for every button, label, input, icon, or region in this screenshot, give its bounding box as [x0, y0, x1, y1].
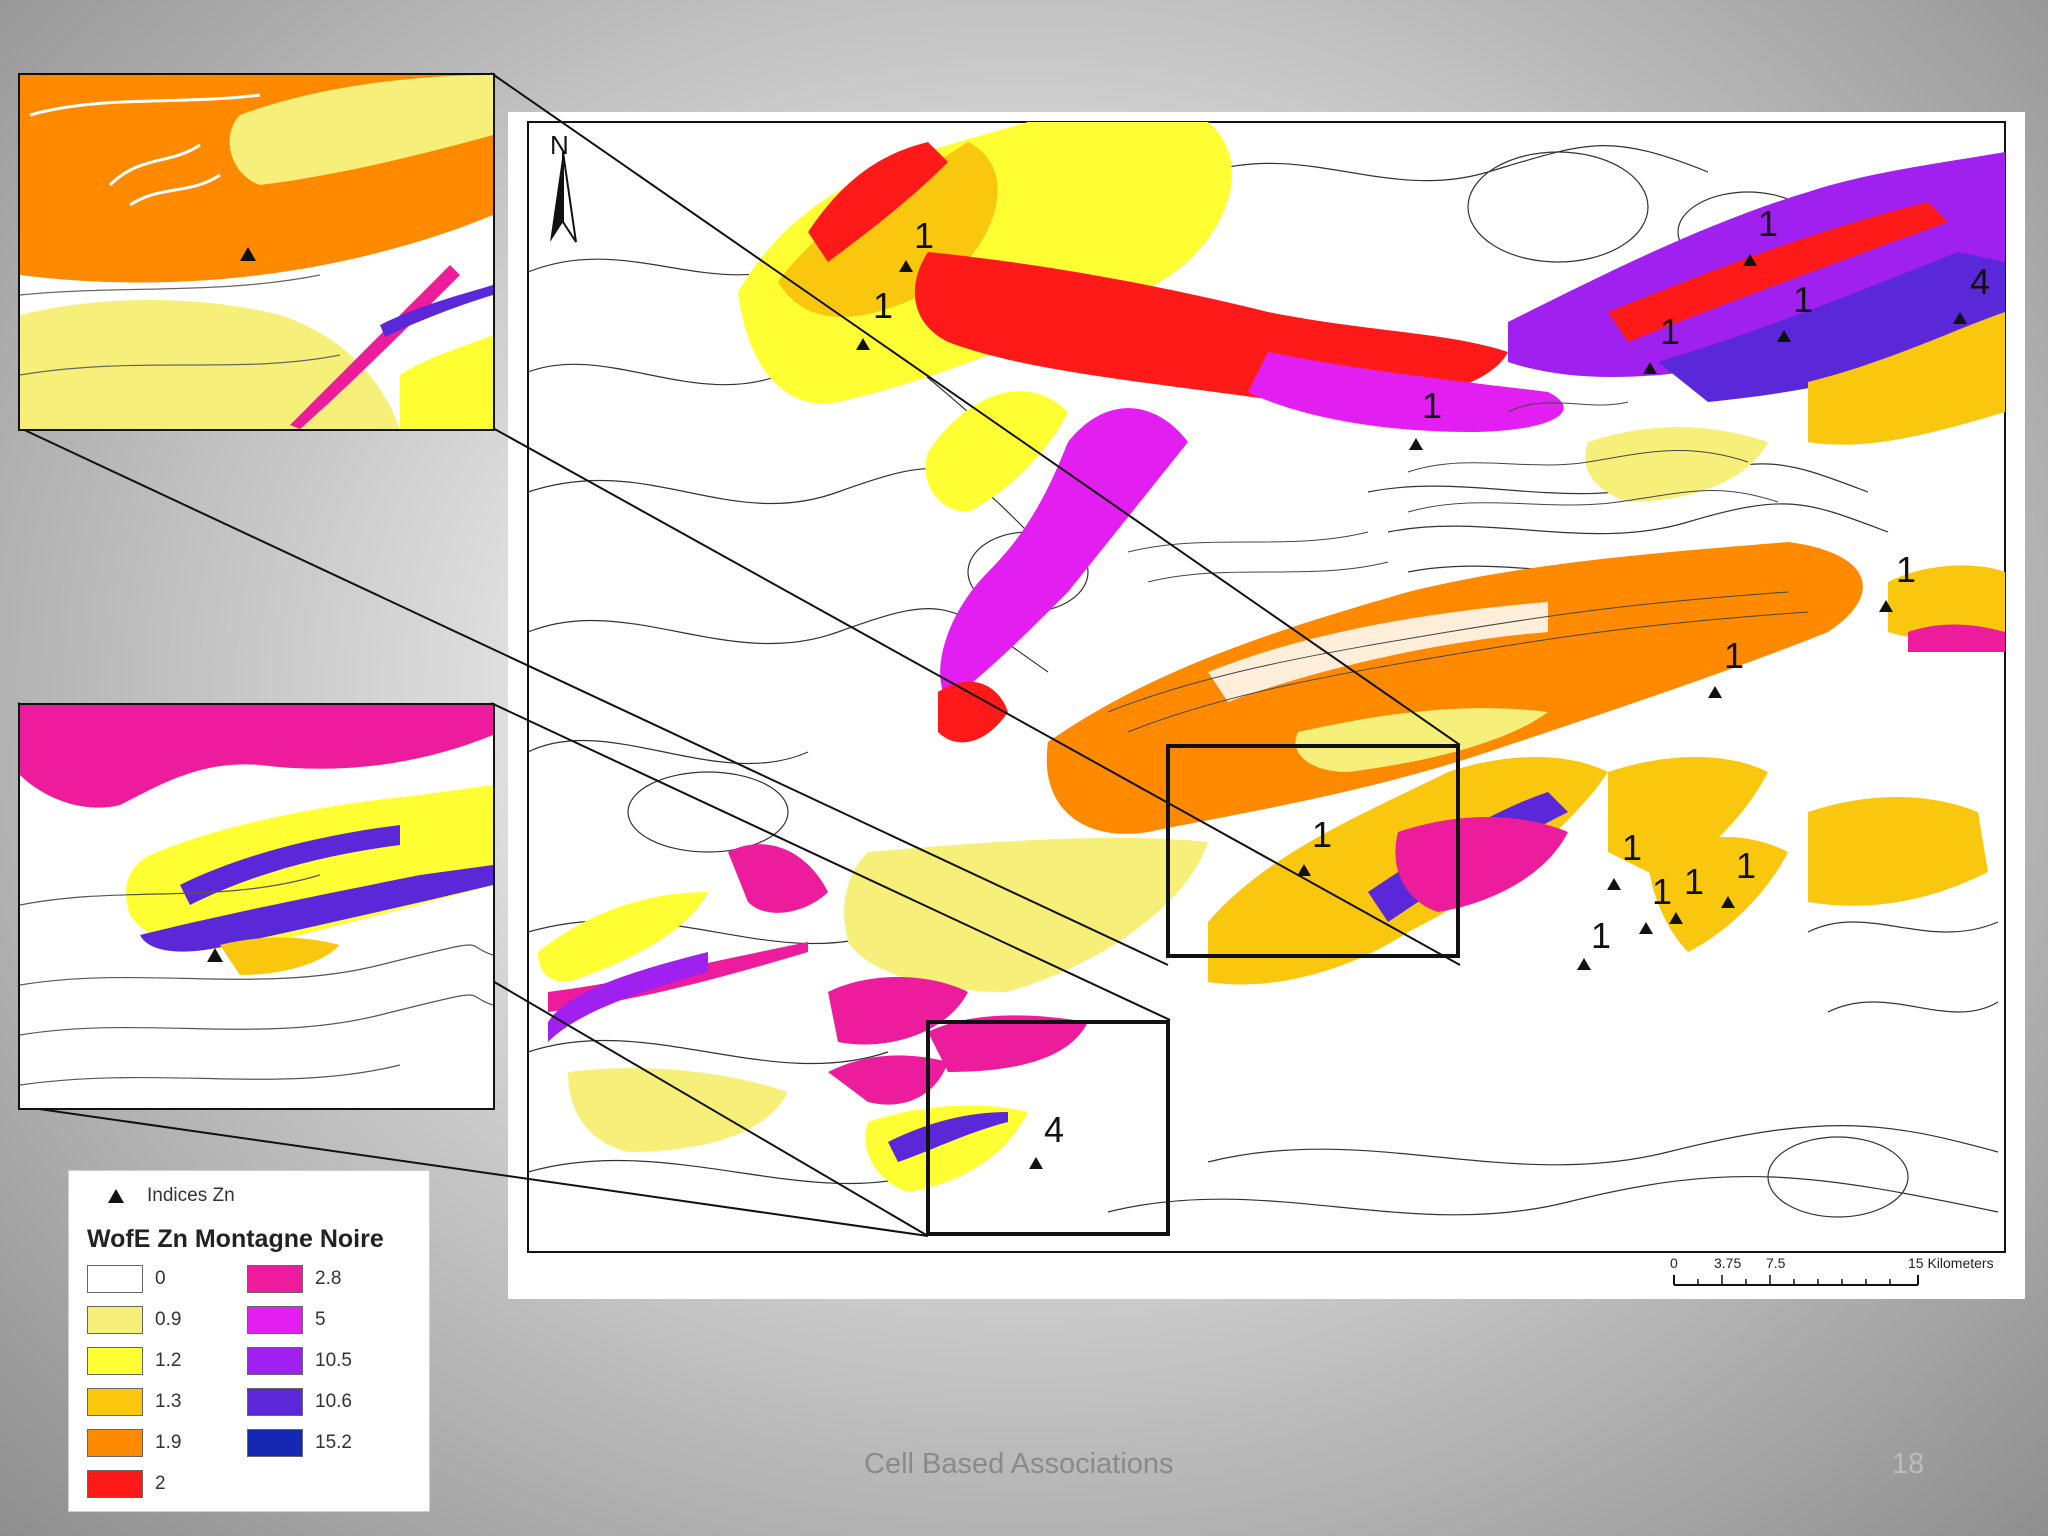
map-legend: Indices Zn WofE Zn Montagne Noire 0 0.9 … — [68, 1170, 430, 1512]
legend-swatch — [247, 1265, 303, 1293]
index-marker-icon — [240, 247, 256, 261]
legend-item: 2.8 — [247, 1265, 341, 1293]
legend-swatch — [87, 1265, 143, 1293]
legend-value: 0 — [155, 1268, 166, 1289]
index-label: 1 — [1652, 871, 1672, 912]
index-label: 1 — [914, 215, 934, 256]
legend-swatch — [87, 1429, 143, 1457]
legend-item: 10.5 — [247, 1347, 352, 1375]
legend-value: 15.2 — [315, 1432, 352, 1453]
legend-swatch — [87, 1470, 143, 1498]
index-label: 1 — [1622, 827, 1642, 868]
index-label: 1 — [1312, 814, 1332, 855]
indices-legend-row: Indices Zn — [107, 1185, 235, 1207]
legend-value: 5 — [315, 1309, 326, 1330]
indices-legend-label: Indices Zn — [147, 1185, 235, 1206]
legend-value: 1.9 — [155, 1432, 182, 1453]
index-label: 1 — [1793, 279, 1813, 320]
index-label: 1 — [1724, 635, 1744, 676]
legend-item: 2 — [87, 1470, 166, 1498]
index-label: 4 — [1970, 261, 1990, 302]
scale-tick-label: 7.5 — [1766, 1255, 1786, 1271]
legend-item: 5 — [247, 1306, 326, 1334]
legend-item: 15.2 — [247, 1429, 352, 1457]
north-label: N — [550, 130, 569, 160]
index-label: 1 — [1591, 915, 1611, 956]
inset-map-bottom — [18, 703, 495, 1110]
legend-item: 1.3 — [87, 1388, 181, 1416]
slide-footer-title: Cell Based Associations — [864, 1448, 1174, 1480]
index-label: 1 — [1736, 845, 1756, 886]
legend-swatch — [247, 1429, 303, 1457]
inset-map-top — [18, 73, 495, 431]
legend-value: 10.5 — [315, 1350, 352, 1371]
scale-tick-label: 3.75 — [1714, 1255, 1742, 1271]
legend-item: 10.6 — [247, 1388, 352, 1416]
prospectivity-map: N 1 1 1 1 1 1 1 1 1 1 1 1 — [527, 121, 2006, 1253]
index-label: 1 — [1422, 385, 1442, 426]
legend-value: 2 — [155, 1473, 166, 1494]
triangle-marker-icon — [108, 1189, 124, 1203]
index-label: 1 — [1660, 311, 1680, 352]
legend-title: WofE Zn Montagne Noire — [87, 1225, 384, 1253]
legend-item: 0.9 — [87, 1306, 181, 1334]
slide-page-number: 18 — [1892, 1448, 1925, 1480]
legend-swatch — [247, 1388, 303, 1416]
legend-value: 2.8 — [315, 1268, 342, 1289]
legend-item: 1.9 — [87, 1429, 181, 1457]
map-panel: N 1 1 1 1 1 1 1 1 1 1 1 1 — [508, 112, 2025, 1299]
legend-swatch — [87, 1347, 143, 1375]
legend-item: 1.2 — [87, 1347, 181, 1375]
legend-value: 0.9 — [155, 1309, 182, 1330]
legend-swatch — [247, 1306, 303, 1334]
scale-tick-label: 15 Kilometers — [1908, 1255, 1994, 1271]
index-label: 4 — [1044, 1109, 1064, 1150]
index-label: 1 — [1758, 203, 1778, 244]
legend-swatch — [87, 1306, 143, 1334]
index-label: 1 — [1896, 549, 1916, 590]
index-label: 1 — [873, 285, 893, 326]
index-label: 1 — [1684, 861, 1704, 902]
legend-item: 0 — [87, 1265, 166, 1293]
legend-swatch — [87, 1388, 143, 1416]
scale-bar: 0 3.75 7.5 15 Kilometers — [1670, 1255, 2020, 1295]
scale-tick-label: 0 — [1670, 1255, 1678, 1271]
legend-value: 1.3 — [155, 1391, 182, 1412]
legend-value: 10.6 — [315, 1391, 352, 1412]
legend-swatch — [247, 1347, 303, 1375]
legend-value: 1.2 — [155, 1350, 182, 1371]
